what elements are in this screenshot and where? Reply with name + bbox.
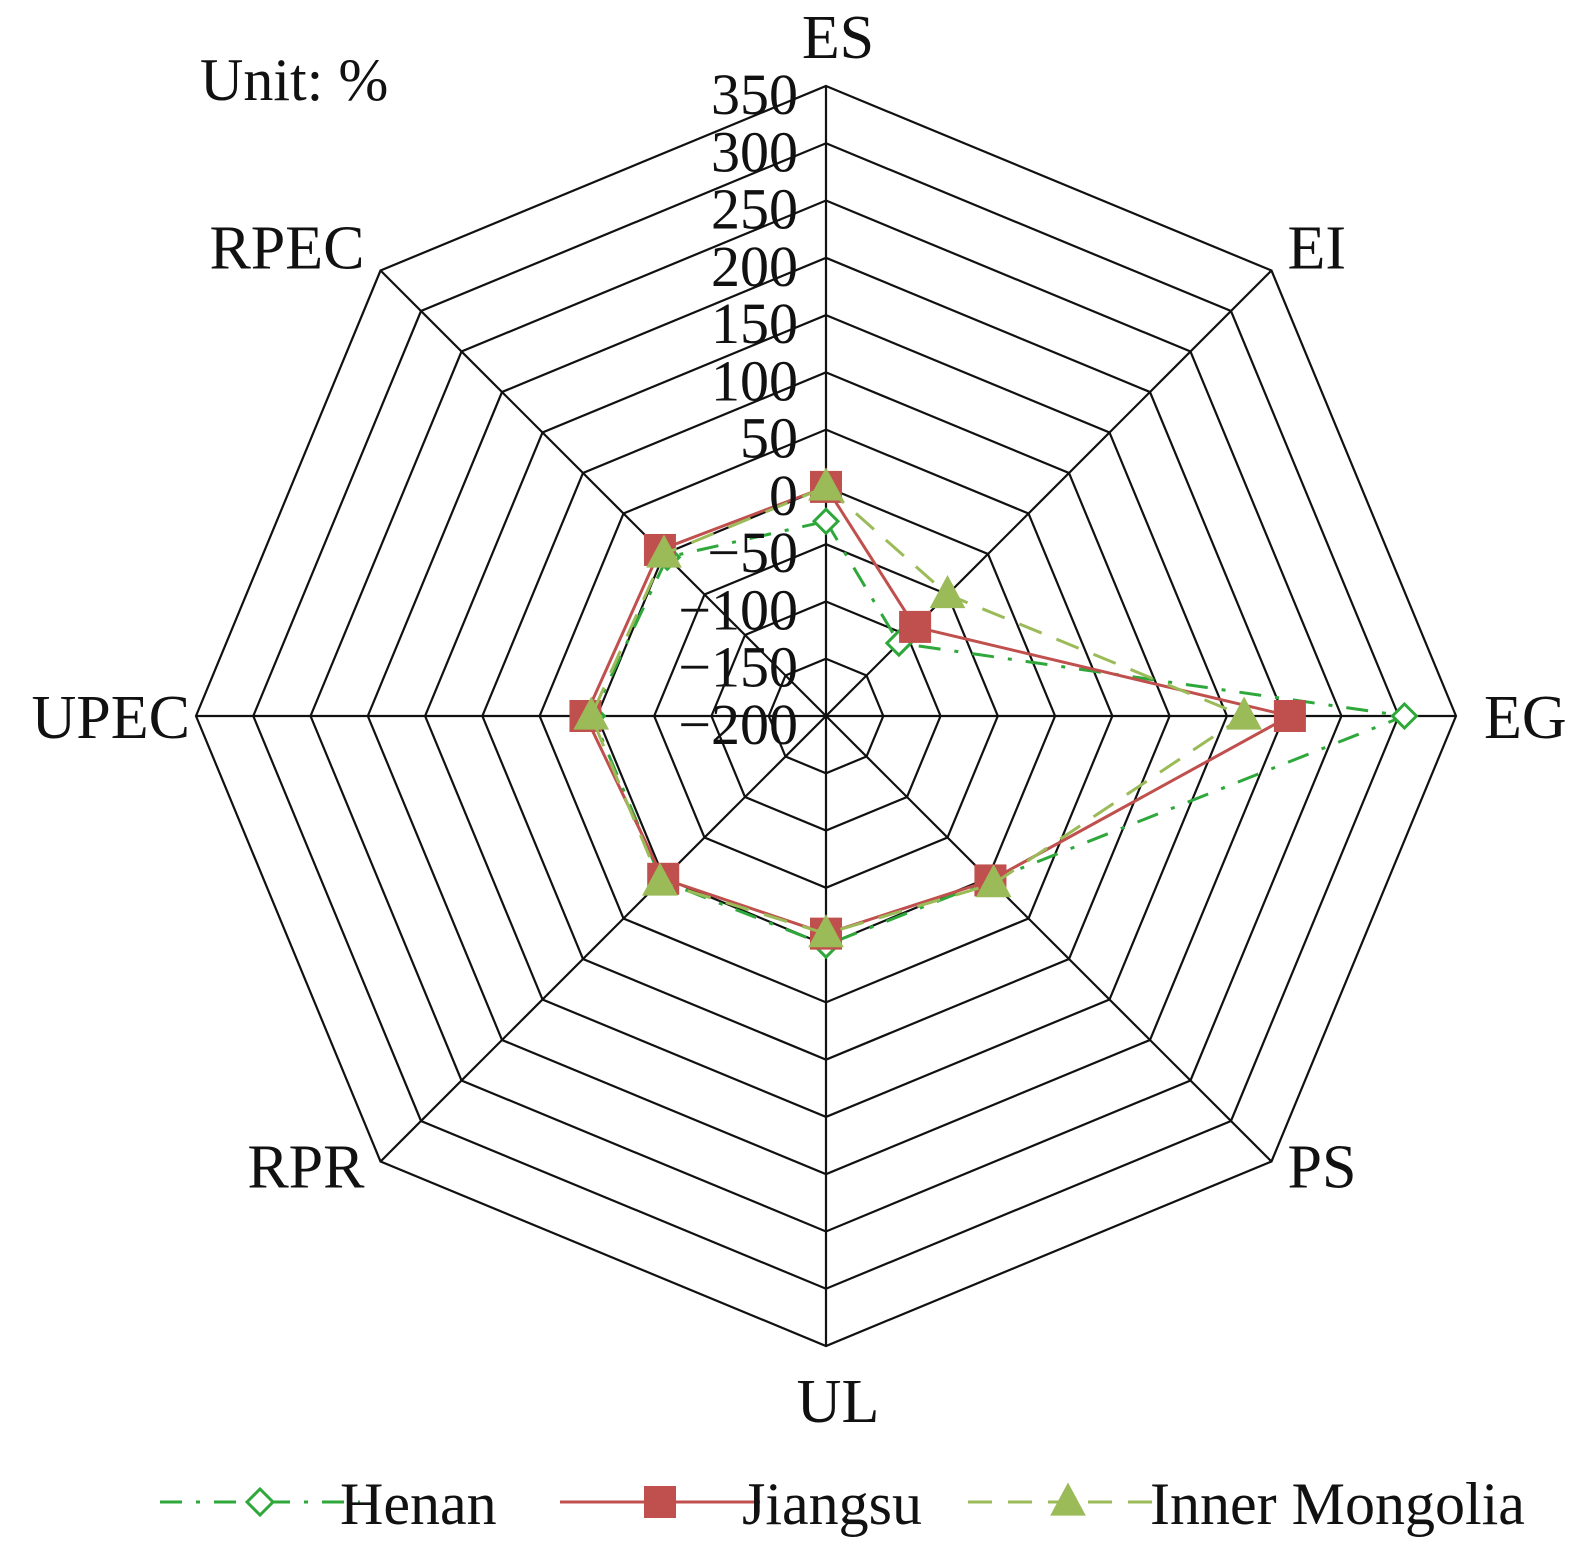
r-tick-label: −150 <box>678 635 798 700</box>
data-point <box>808 467 844 501</box>
data-point <box>929 574 966 609</box>
axis-spoke <box>379 715 827 1163</box>
legend-label: Jiangsu <box>742 1471 922 1537</box>
r-tick-label: −200 <box>678 692 798 757</box>
axis-label-rpr: RPR <box>247 1133 365 1201</box>
unit-label: Unit: % <box>200 47 388 113</box>
legend-label: Inner Mongolia <box>1150 1471 1525 1537</box>
axis-label-ps: PS <box>1287 1133 1356 1201</box>
axis-label-rpec: RPEC <box>209 215 364 283</box>
data-point <box>1226 696 1262 730</box>
data-point <box>1273 700 1306 732</box>
r-tick-label: 350 <box>711 62 798 127</box>
label-layer: Unit: % −200−150−100−5005010015020025030… <box>32 4 1567 1436</box>
series-layer <box>569 467 1419 960</box>
r-tick-label: 150 <box>711 291 798 356</box>
data-point <box>899 610 932 643</box>
data-point <box>1050 1482 1086 1516</box>
data-point <box>642 862 678 896</box>
legend-item: Jiangsu <box>560 1471 922 1537</box>
data-point <box>975 864 1012 898</box>
r-tick-label: 300 <box>711 119 798 184</box>
r-tick-label: −50 <box>707 520 798 585</box>
data-point <box>1390 701 1419 731</box>
r-tick-label: 250 <box>711 177 798 242</box>
axis-label-eg: EG <box>1484 684 1567 752</box>
r-tick-label: 200 <box>711 234 798 299</box>
legend: Henan Jiangsu Inner Mongolia <box>160 1471 1525 1537</box>
axis-label-ul: UL <box>797 1368 880 1436</box>
axis-label-es: ES <box>802 4 874 72</box>
data-point <box>244 1486 276 1518</box>
axis-label-upec: UPEC <box>32 684 190 752</box>
data-point <box>811 507 841 536</box>
axis-spoke <box>379 269 827 717</box>
r-tick-label: −100 <box>678 577 798 642</box>
data-point <box>573 696 610 730</box>
data-point <box>644 1486 676 1518</box>
data-point <box>646 534 682 568</box>
series-line <box>590 519 1411 947</box>
grid-layer <box>194 84 1458 1348</box>
data-point <box>808 914 844 948</box>
legend-item: Henan <box>160 1471 497 1537</box>
axis-spoke <box>825 715 1273 1163</box>
legend-item: Inner Mongolia <box>968 1471 1525 1537</box>
r-tick-label: 50 <box>740 406 798 471</box>
axis-label-ei: EI <box>1287 215 1346 283</box>
legend-label: Henan <box>340 1471 497 1537</box>
r-tick-label: 0 <box>769 463 798 528</box>
r-tick-label: 100 <box>711 348 798 413</box>
